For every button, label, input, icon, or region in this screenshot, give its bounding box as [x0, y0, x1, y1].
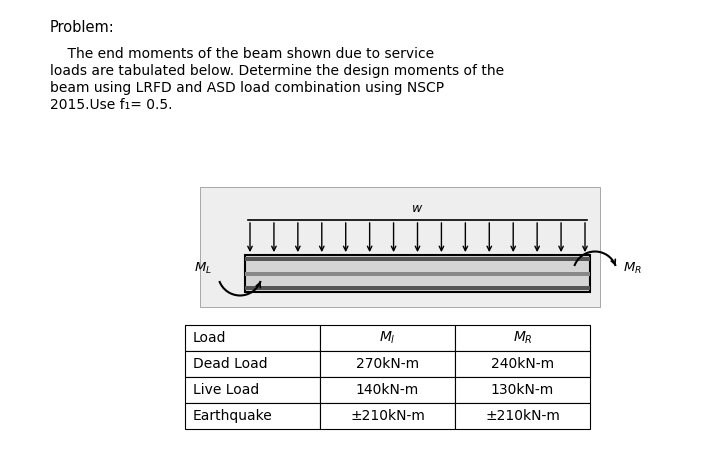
Bar: [185, 403, 320, 429]
Text: 270kN-m: 270kN-m: [356, 357, 419, 371]
Bar: [320, 403, 455, 429]
Text: ±210kN-m: ±210kN-m: [485, 409, 560, 423]
Text: Live Load: Live Load: [193, 383, 259, 397]
Text: Dead Load: Dead Load: [193, 357, 268, 371]
Text: w: w: [413, 202, 423, 215]
Text: 140kN-m: 140kN-m: [356, 383, 419, 397]
Text: loads are tabulated below. Determine the design moments of the: loads are tabulated below. Determine the…: [50, 64, 504, 78]
Bar: [455, 351, 590, 377]
Text: Load: Load: [193, 331, 227, 345]
Bar: [245, 286, 590, 290]
Text: $M_l$: $M_l$: [379, 330, 396, 346]
Text: The end moments of the beam shown due to service: The end moments of the beam shown due to…: [50, 47, 434, 61]
Bar: [320, 377, 455, 403]
Bar: [185, 325, 320, 351]
Bar: [245, 255, 590, 292]
Bar: [455, 403, 590, 429]
Text: Problem:: Problem:: [50, 20, 114, 35]
Bar: [455, 377, 590, 403]
Text: 2015.Use f₁= 0.5.: 2015.Use f₁= 0.5.: [50, 98, 173, 112]
Text: 240kN-m: 240kN-m: [491, 357, 554, 371]
Text: $M_R$: $M_R$: [513, 330, 532, 346]
Text: $M_R$: $M_R$: [623, 261, 642, 276]
Bar: [320, 325, 455, 351]
Bar: [185, 351, 320, 377]
Bar: [320, 351, 455, 377]
Text: 130kN-m: 130kN-m: [491, 383, 554, 397]
Bar: [455, 325, 590, 351]
Bar: [200, 187, 600, 307]
Text: Earthquake: Earthquake: [193, 409, 273, 423]
Text: beam using LRFD and ASD load combination using NSCP: beam using LRFD and ASD load combination…: [50, 81, 444, 95]
Bar: [185, 377, 320, 403]
Bar: [245, 272, 590, 275]
Text: $M_L$: $M_L$: [194, 261, 212, 276]
Text: ±210kN-m: ±210kN-m: [350, 409, 425, 423]
Bar: [245, 257, 590, 261]
